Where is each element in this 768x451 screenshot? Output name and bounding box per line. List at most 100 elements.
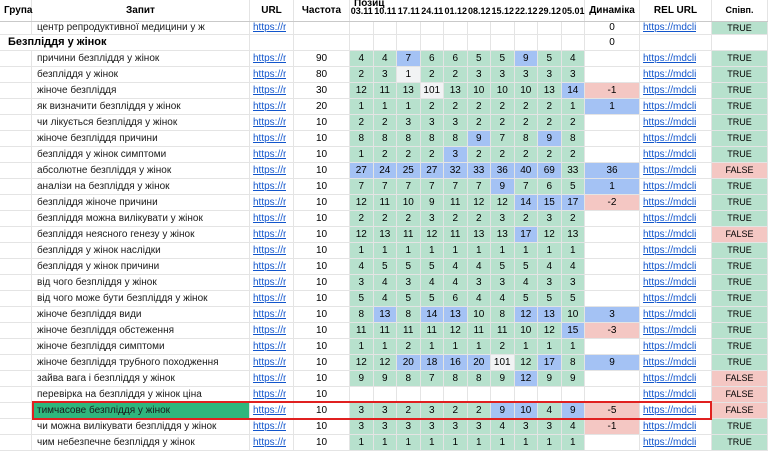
rel-url-link[interactable]: https://mdcli <box>643 22 697 33</box>
position-cell[interactable]: 17 <box>514 227 538 242</box>
position-cell[interactable]: 2 <box>561 211 585 226</box>
position-cell[interactable]: 33 <box>561 163 585 178</box>
position-cell[interactable]: 2 <box>444 211 468 226</box>
position-cell[interactable] <box>374 387 397 402</box>
url-link[interactable]: https://r <box>253 165 287 176</box>
row-group-cell[interactable] <box>0 131 32 146</box>
row-group-cell[interactable] <box>0 195 32 210</box>
row-group-cell[interactable] <box>0 51 32 66</box>
position-cell[interactable]: 8 <box>420 131 444 146</box>
match-cell[interactable]: TRUE <box>712 179 768 194</box>
url-cell[interactable]: https://r <box>250 22 294 34</box>
position-cell[interactable] <box>444 22 468 34</box>
query-cell[interactable]: безпліддя жіноче причини <box>32 195 250 210</box>
position-cell[interactable] <box>515 22 538 34</box>
frequency-cell[interactable]: 10 <box>294 291 350 306</box>
position-cell[interactable]: 3 <box>420 211 444 226</box>
frequency-cell[interactable]: 10 <box>294 195 350 210</box>
url-cell[interactable] <box>250 35 294 50</box>
position-cell[interactable]: 4 <box>350 51 374 66</box>
row-group-cell[interactable] <box>0 243 32 258</box>
position-cell[interactable] <box>350 22 374 34</box>
rel-url-cell[interactable]: https://mdcli <box>640 403 712 418</box>
url-link[interactable]: https://r <box>253 293 287 304</box>
position-cell[interactable]: 5 <box>397 259 421 274</box>
url-link[interactable]: https://r <box>253 245 287 256</box>
match-cell[interactable]: TRUE <box>712 147 768 162</box>
position-cell[interactable]: 5 <box>397 291 421 306</box>
url-link[interactable]: https://r <box>253 133 287 144</box>
frequency-cell[interactable]: 10 <box>294 419 350 434</box>
position-cell[interactable]: 8 <box>444 371 468 386</box>
frequency-cell[interactable]: 10 <box>294 323 350 338</box>
match-cell[interactable]: TRUE <box>712 419 768 434</box>
position-cell[interactable]: 1 <box>444 243 468 258</box>
position-cell[interactable]: 4 <box>538 403 562 418</box>
position-cell[interactable] <box>421 22 444 34</box>
position-cell[interactable]: 8 <box>561 355 585 370</box>
col-header-rel-url[interactable]: REL URL <box>640 0 712 21</box>
rel-url-cell[interactable]: https://mdcli <box>640 163 712 178</box>
date-header[interactable]: 03.11 <box>350 6 373 16</box>
position-cell[interactable]: 1 <box>350 339 374 354</box>
position-cell[interactable] <box>374 22 397 34</box>
date-header[interactable]: 01.12 <box>444 6 468 16</box>
url-link[interactable]: https://r <box>253 181 287 192</box>
position-cell[interactable]: 6 <box>538 179 562 194</box>
position-cell[interactable]: 1 <box>350 243 374 258</box>
rel-url-cell[interactable]: https://mdcli <box>640 83 712 98</box>
match-cell[interactable] <box>712 35 768 50</box>
match-cell[interactable]: TRUE <box>712 275 768 290</box>
rel-url-cell[interactable]: https://mdcli <box>640 67 712 82</box>
position-cell[interactable] <box>421 35 444 50</box>
row-group-cell[interactable] <box>0 419 32 434</box>
position-cell[interactable]: 5 <box>373 259 397 274</box>
position-cell[interactable]: 3 <box>397 419 421 434</box>
row-group-cell[interactable] <box>0 339 32 354</box>
position-cell[interactable]: 3 <box>538 419 562 434</box>
url-cell[interactable]: https://r <box>250 83 294 98</box>
query-cell[interactable]: безпліддя у жінок <box>32 67 250 82</box>
position-cell[interactable]: 4 <box>491 419 515 434</box>
position-cell[interactable]: 18 <box>420 355 444 370</box>
rel-url-cell[interactable]: https://mdcli <box>640 419 712 434</box>
position-cell[interactable]: 24 <box>373 163 397 178</box>
position-cell[interactable]: 4 <box>444 275 468 290</box>
position-cell[interactable]: 5 <box>538 51 562 66</box>
position-cell[interactable]: 1 <box>350 435 374 450</box>
position-cell[interactable]: 2 <box>444 99 468 114</box>
group-title[interactable]: Безпліддя у жінок <box>0 35 250 50</box>
col-header-dynamics[interactable]: Динаміка <box>585 0 640 21</box>
frequency-cell[interactable]: 10 <box>294 339 350 354</box>
position-cell[interactable]: 12 <box>514 307 538 322</box>
position-cell[interactable]: 10 <box>467 307 491 322</box>
match-cell[interactable]: TRUE <box>712 259 768 274</box>
position-cell[interactable]: 20 <box>397 355 421 370</box>
position-cell[interactable]: 1 <box>397 99 421 114</box>
match-cell[interactable]: TRUE <box>712 131 768 146</box>
position-cell[interactable]: 3 <box>514 67 538 82</box>
position-cell[interactable]: 13 <box>397 83 421 98</box>
rel-url-cell[interactable]: https://mdcli <box>640 211 712 226</box>
position-cell[interactable]: 2 <box>350 211 374 226</box>
rel-url-cell[interactable]: https://mdcli <box>640 195 712 210</box>
rel-url-cell[interactable]: https://mdcli <box>640 115 712 130</box>
frequency-cell[interactable]: 10 <box>294 275 350 290</box>
position-cell[interactable]: 36 <box>491 163 515 178</box>
url-link[interactable]: https://r <box>253 277 287 288</box>
date-header[interactable]: 17.11 <box>397 6 420 16</box>
match-cell[interactable]: TRUE <box>712 435 768 450</box>
position-cell[interactable]: 1 <box>420 435 444 450</box>
position-cell[interactable]: 2 <box>538 147 562 162</box>
position-cell[interactable]: 7 <box>397 51 421 66</box>
position-cell[interactable] <box>538 22 562 34</box>
dynamics-cell[interactable] <box>585 387 640 402</box>
position-cell[interactable]: 3 <box>444 147 468 162</box>
query-cell[interactable]: чим небезпечне безпліддя у жінок <box>32 435 250 450</box>
url-cell[interactable]: https://r <box>250 243 294 258</box>
position-cell[interactable]: 2 <box>444 403 468 418</box>
position-cell[interactable] <box>444 387 468 402</box>
position-cell[interactable]: 12 <box>514 355 538 370</box>
dynamics-cell[interactable]: -1 <box>585 419 640 434</box>
position-cell[interactable]: 4 <box>373 291 397 306</box>
